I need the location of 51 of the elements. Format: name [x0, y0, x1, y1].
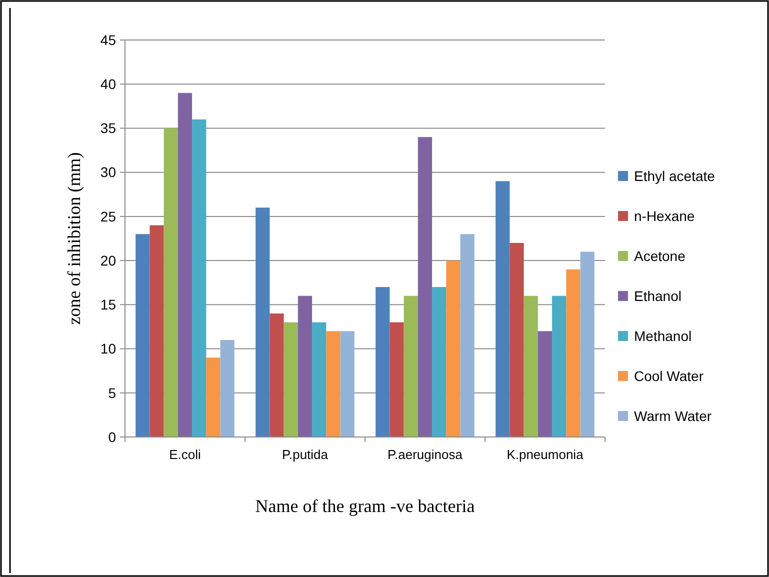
- legend-label: Ethyl acetate: [634, 168, 716, 184]
- bar: [538, 331, 552, 437]
- y-tick-label: 20: [100, 252, 116, 268]
- bar: [326, 331, 340, 437]
- x-tick-label: P.aeruginosa: [388, 447, 464, 462]
- legend-label: Acetone: [634, 248, 686, 264]
- bar: [566, 269, 580, 437]
- bar: [446, 260, 460, 437]
- legend-label: Warm Water: [634, 408, 712, 424]
- bar: [150, 225, 164, 437]
- bar: [298, 296, 312, 437]
- bar: [270, 313, 284, 437]
- bar: [552, 296, 566, 437]
- bar: [136, 234, 150, 437]
- x-tick-label: K.pneumonia: [506, 447, 584, 462]
- bar: [256, 208, 270, 437]
- bar: [524, 296, 538, 437]
- bar: [164, 128, 178, 437]
- y-axis-title: zone of inhibition (mm): [64, 152, 84, 325]
- y-tick-label: 45: [100, 32, 116, 48]
- x-tick-label: E.coli: [169, 447, 201, 462]
- bar: [220, 340, 234, 437]
- bar: [312, 322, 326, 437]
- y-tick-label: 15: [100, 296, 116, 313]
- bar: [404, 296, 418, 437]
- bar: [510, 242, 524, 437]
- bar: [284, 322, 298, 437]
- x-axis-title: Name of the gram -ve bacteria: [255, 496, 475, 516]
- bar: [432, 287, 446, 437]
- y-tick-label: 5: [108, 384, 116, 401]
- bar: [496, 181, 510, 437]
- bar: [178, 92, 192, 437]
- bar: [340, 331, 354, 437]
- bar: [418, 137, 432, 437]
- y-tick-label: 30: [100, 164, 116, 180]
- legend-label: Ethanol: [634, 288, 682, 304]
- legend-label: Methanol: [634, 328, 692, 344]
- bar: [580, 252, 594, 437]
- legend-label: Cool Water: [634, 368, 704, 384]
- x-tick-label: P.putida: [282, 447, 329, 462]
- bar: [206, 358, 220, 437]
- y-tick-label: 35: [100, 120, 116, 136]
- y-tick-label: 0: [108, 428, 116, 445]
- bar: [390, 322, 404, 437]
- bar: [376, 287, 390, 437]
- y-tick-label: 10: [100, 340, 116, 357]
- y-tick-label: 25: [100, 208, 116, 224]
- legend-label: n-Hexane: [634, 208, 695, 224]
- bar: [460, 234, 474, 437]
- bar: [192, 119, 206, 437]
- y-tick-label: 40: [100, 76, 116, 92]
